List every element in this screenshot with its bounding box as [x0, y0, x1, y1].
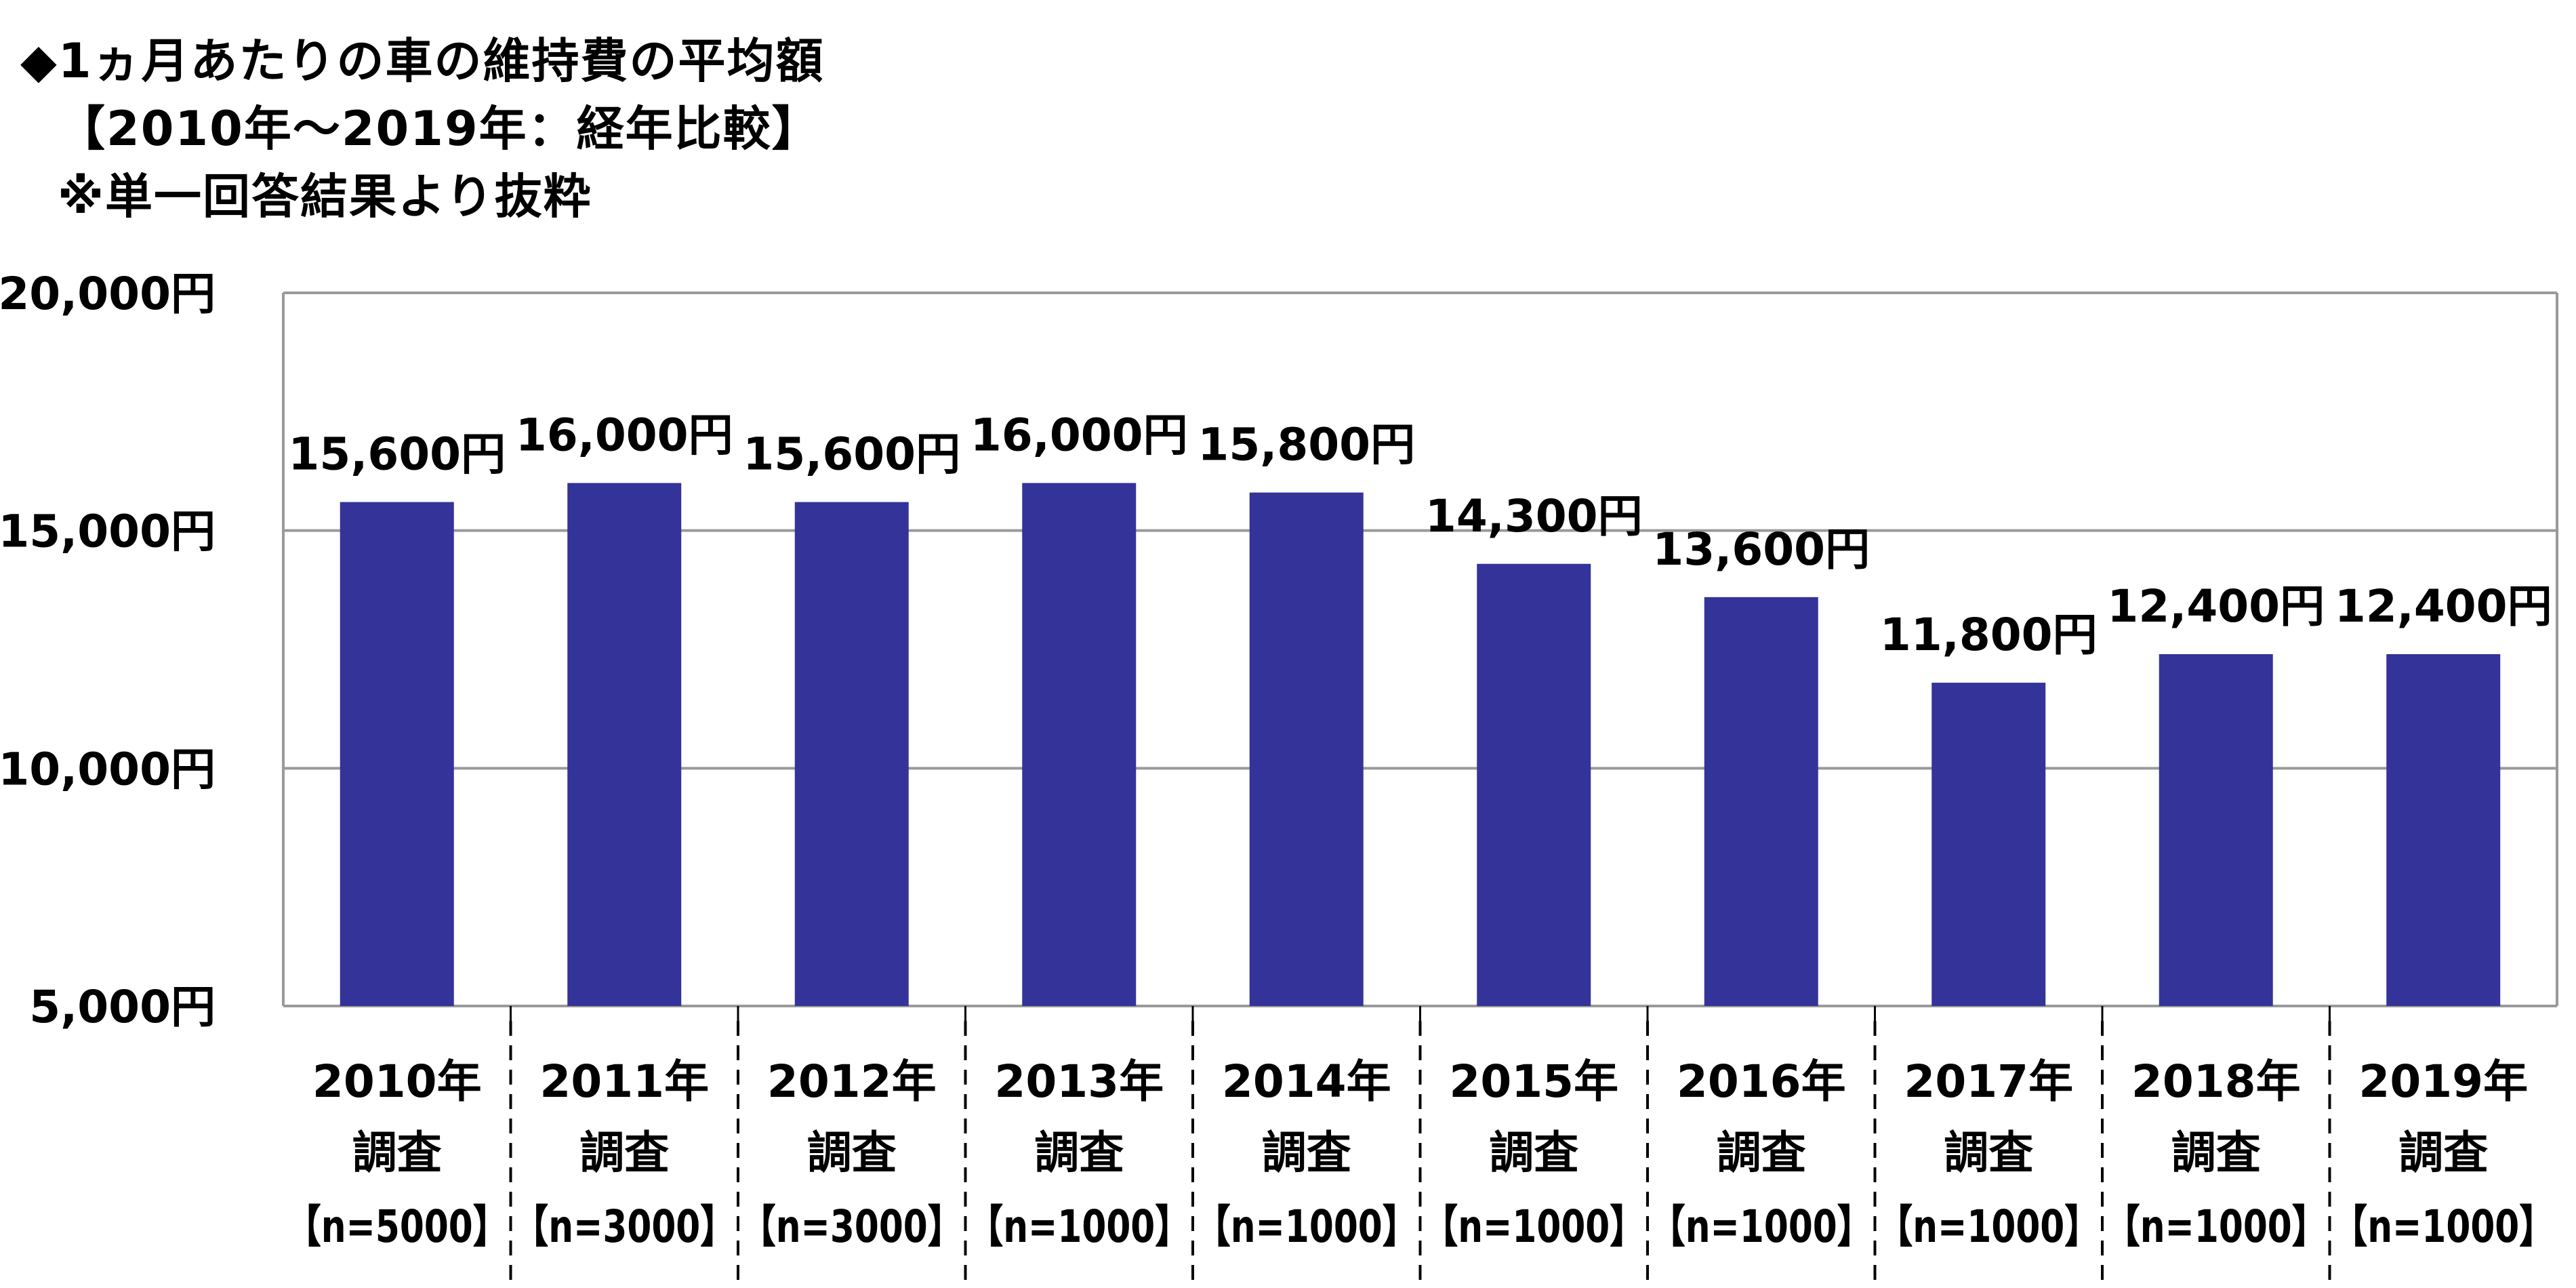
bar: [2386, 654, 2501, 1006]
x-tick-label: 調査: [1489, 1127, 1578, 1179]
bar: [1477, 563, 1591, 1006]
x-tick-label: 調査: [1262, 1127, 1351, 1179]
y-tick-label: 20,000円: [0, 268, 216, 320]
x-tick-label: 調査: [1944, 1127, 2033, 1179]
data-label: 12,400円: [2107, 580, 2325, 632]
chart-title-block: ◆1ヵ月あたりの車の維持費の平均額 【2010年～2019年：経年比較】 ※単一…: [20, 27, 825, 230]
bar: [1931, 683, 2046, 1006]
x-tick-label: 2010年: [312, 1055, 482, 1108]
bar: [340, 502, 454, 1006]
x-tick-label: 調査: [1717, 1127, 1806, 1179]
x-tick-label: 【n=1000】: [1650, 1201, 1873, 1253]
x-tick-label: 調査: [352, 1127, 442, 1179]
x-tick-label: 2014年: [1222, 1055, 1391, 1108]
x-tick-label: 【n=1000】: [2105, 1201, 2327, 1253]
x-tick-label: 2012年: [767, 1055, 937, 1108]
x-tick-label: 調査: [2171, 1127, 2261, 1179]
data-label: 13,600円: [1652, 523, 1870, 576]
data-label: 15,600円: [288, 428, 506, 481]
y-tick-label: 5,000円: [29, 981, 216, 1033]
bar: [1704, 597, 1818, 1006]
x-tick-label: 調査: [579, 1127, 669, 1179]
data-label: 16,000円: [516, 409, 733, 462]
data-label: 14,300円: [1425, 490, 1643, 542]
data-label: 15,800円: [1198, 419, 1415, 471]
x-tick-label: 【n=1000】: [1423, 1201, 1645, 1253]
y-tick-label: 10,000円: [0, 743, 216, 795]
data-label: 11,800円: [1880, 609, 2098, 661]
x-tick-label: 2013年: [994, 1055, 1164, 1108]
bar: [1022, 483, 1137, 1006]
data-label: 16,000円: [970, 409, 1188, 462]
x-tick-label: 【n=1000】: [1878, 1201, 2100, 1253]
chart-note: ※単一回答結果より抜粋: [58, 169, 592, 224]
x-tick-label: 【n=3000】: [514, 1201, 736, 1253]
bar: [1249, 492, 1364, 1006]
x-tick-label: 【n=1000】: [1195, 1201, 1418, 1253]
y-tick-labels: 5,000円 10,000円 15,000円 20,000円: [0, 268, 216, 1033]
y-tick-label: 15,000円: [0, 506, 216, 558]
x-tick-label: 2011年: [539, 1055, 709, 1108]
x-tick-label: 2015年: [1449, 1055, 1618, 1108]
category-separators: [509, 1006, 2331, 1288]
x-tick-label: 【n=1000】: [968, 1201, 1191, 1253]
x-tick-label: 【n=1000】: [2333, 1201, 2555, 1253]
bars: [340, 483, 2501, 1006]
bar: [794, 502, 909, 1006]
chart-title: ◆1ヵ月あたりの車の維持費の平均額: [20, 33, 825, 89]
x-tick-label: 2018年: [2131, 1055, 2301, 1108]
bar: [567, 483, 682, 1006]
x-tick-label: 調査: [2398, 1127, 2488, 1179]
data-label: 12,400円: [2335, 580, 2552, 632]
x-tick-label: 【n=5000】: [286, 1201, 508, 1253]
data-labels: 15,600円 16,000円 15,600円 16,000円 15,800円14,30…: [288, 409, 2552, 662]
data-label: 15,600円: [743, 428, 960, 481]
x-tick-label: 2019年: [2358, 1055, 2528, 1108]
x-tick-label: 【n=3000】: [741, 1201, 963, 1253]
x-tick-label: 2017年: [1904, 1055, 2073, 1108]
x-tick-label: 調査: [1034, 1127, 1124, 1179]
x-tick-label: 2016年: [1677, 1055, 1846, 1108]
bar: [2159, 654, 2273, 1006]
x-tick-label: 調査: [807, 1127, 897, 1179]
chart-subtitle: 【2010年～2019年：経年比較】: [58, 101, 821, 157]
